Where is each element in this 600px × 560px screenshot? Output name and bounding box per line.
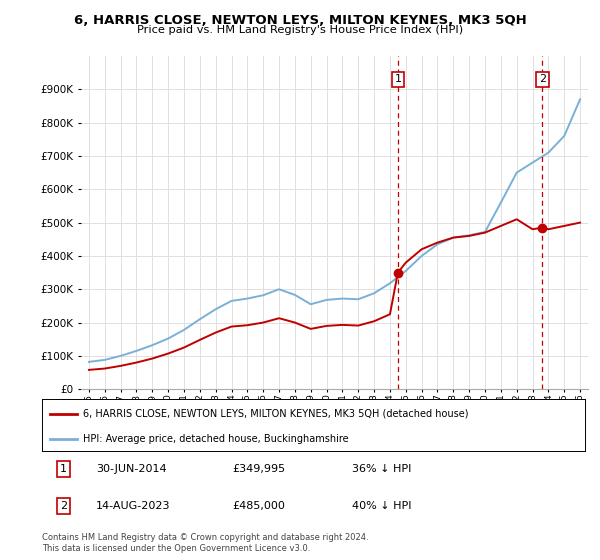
Text: Contains HM Land Registry data © Crown copyright and database right 2024.
This d: Contains HM Land Registry data © Crown c…: [42, 533, 368, 553]
Text: 14-AUG-2023: 14-AUG-2023: [97, 501, 171, 511]
Text: 2: 2: [539, 74, 546, 85]
Text: 1: 1: [394, 74, 401, 85]
Text: 40% ↓ HPI: 40% ↓ HPI: [352, 501, 411, 511]
Text: Price paid vs. HM Land Registry's House Price Index (HPI): Price paid vs. HM Land Registry's House …: [137, 25, 463, 35]
Text: 6, HARRIS CLOSE, NEWTON LEYS, MILTON KEYNES, MK3 5QH: 6, HARRIS CLOSE, NEWTON LEYS, MILTON KEY…: [74, 14, 526, 27]
Text: 30-JUN-2014: 30-JUN-2014: [97, 464, 167, 474]
Text: 36% ↓ HPI: 36% ↓ HPI: [352, 464, 411, 474]
Text: 6, HARRIS CLOSE, NEWTON LEYS, MILTON KEYNES, MK3 5QH (detached house): 6, HARRIS CLOSE, NEWTON LEYS, MILTON KEY…: [83, 409, 468, 419]
Text: £349,995: £349,995: [232, 464, 285, 474]
Text: £485,000: £485,000: [232, 501, 285, 511]
Text: HPI: Average price, detached house, Buckinghamshire: HPI: Average price, detached house, Buck…: [83, 435, 349, 445]
Text: 2: 2: [60, 501, 67, 511]
Text: 1: 1: [60, 464, 67, 474]
